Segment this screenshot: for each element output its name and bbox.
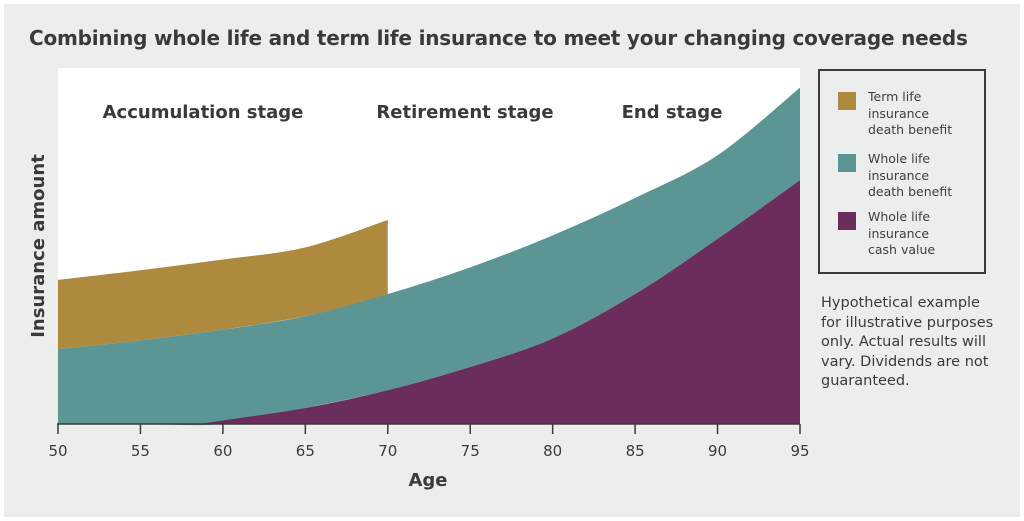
legend-line: Whole life: [868, 151, 931, 166]
x-tick-label: 85: [626, 442, 645, 460]
legend: Term life insurance death benefit Whole …: [818, 69, 986, 274]
stage-label: Accumulation stage: [103, 102, 304, 123]
legend-swatch-whole-life-cash-value: [838, 212, 856, 230]
x-axis-title: Age: [408, 470, 447, 491]
x-axis-ticks: 50 55 60 65 70 75 80 85 90 95: [48, 424, 810, 460]
legend-line: insurance: [868, 225, 930, 241]
legend-label-whole-life-death-benefit: Whole life insurance death benefit: [868, 151, 978, 201]
legend-line: Term life: [868, 89, 922, 104]
legend-line: Whole life: [868, 209, 931, 224]
stage-labels: Accumulation stage Retirement stage End st…: [103, 102, 723, 123]
stage-label: Retirement stage: [376, 102, 553, 123]
disclaimer-note: Hypothetical example for illustrative pu…: [821, 295, 994, 389]
x-tick-label: 50: [48, 442, 67, 460]
whole-life-death-benefit-area: [58, 87, 800, 426]
legend-label-term-life: Term life insurance death benefit: [868, 89, 978, 139]
legend-swatch-whole-life-death-benefit: [838, 154, 856, 172]
term-life-area: [58, 220, 388, 350]
legend-line: cash value: [868, 242, 936, 257]
x-tick-label: 60: [213, 442, 232, 460]
legend-swatch-term-life: [838, 92, 856, 110]
whole-life-cash-value-area: [198, 180, 801, 424]
x-tick-label: 90: [708, 442, 727, 460]
legend-label-whole-life-cash-value: Whole life insurance cash value: [868, 209, 978, 259]
stage-label: End stage: [622, 102, 723, 123]
x-tick-label: 55: [131, 442, 150, 460]
x-tick-label: 70: [378, 442, 397, 460]
chart-title: Combining whole life and term life insur…: [29, 26, 968, 50]
x-tick-label: 80: [543, 442, 562, 460]
legend-line: insurance: [868, 105, 930, 121]
y-axis-title: Insurance amount: [28, 154, 49, 338]
legend-line: insurance: [868, 167, 930, 183]
legend-line: death benefit: [868, 122, 953, 137]
chart-areas: [58, 87, 801, 426]
x-tick-label: 65: [296, 442, 315, 460]
x-tick-label: 75: [461, 442, 480, 460]
x-tick-label: 95: [790, 442, 809, 460]
legend-line: death benefit: [868, 184, 953, 199]
